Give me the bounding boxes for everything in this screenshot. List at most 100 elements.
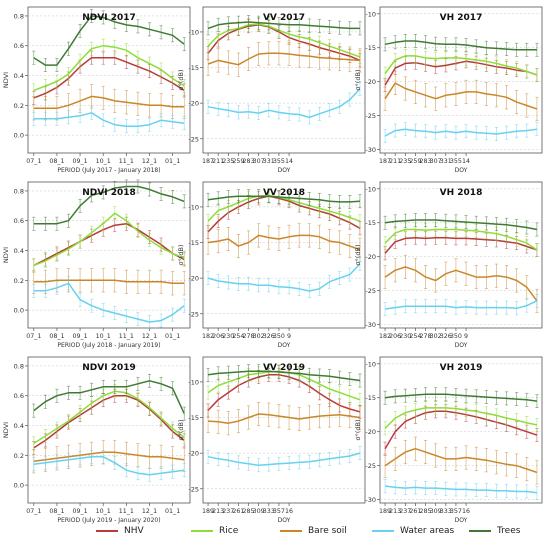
panel-vh-2018-xtick-label: 326 — [440, 333, 452, 340]
panel-vv-2018-ylabel: σ°(dB) — [177, 244, 185, 265]
panel-vh-2017-xtick-label: 187 — [379, 158, 391, 165]
panel-vh-2017-xtick-label: 307 — [430, 158, 442, 165]
panel-ndvi-2019-ytick-label: 0.6 — [14, 392, 24, 400]
panel-vh-2017-line-bare-soil — [384, 82, 538, 110]
panel-ndvi-2017-line-nhv — [33, 56, 185, 99]
panel-vh-2018-ytick-label: -15 — [365, 219, 376, 227]
panel-ndvi-2017-ytick-label: 0.0 — [14, 132, 24, 140]
panel-ndvi-2019-title: NDVI 2019 — [82, 363, 136, 373]
panel-vv-2019-title: VV 2019 — [263, 363, 305, 373]
panel-ndvi-2019-xtick-label: 12_1 — [142, 508, 157, 515]
legend-swatch-trees — [469, 529, 491, 532]
panel-vv-2019-line-nhv — [207, 374, 361, 413]
panel-ndvi-2017-ytick-label: 0.4 — [14, 72, 24, 80]
panel-ndvi-2017-xtick-label: 10_1 — [96, 158, 111, 165]
panel-ndvi-2018-line-nhv — [33, 222, 185, 267]
panel-ndvi-2017-line-trees — [33, 15, 185, 66]
panel-ndvi-2019-line-trees — [33, 380, 185, 414]
panel-vh-2019-xtick-label: 189 — [379, 508, 391, 515]
legend-label-nhv: NHV — [124, 526, 144, 536]
panel-ndvi-2017-ylabel: NDVI — [2, 72, 10, 88]
panel-vh-2019-xtick-label: 213 — [389, 508, 401, 515]
panel-ndvi-2019-line-rice — [33, 390, 185, 445]
panel-ndvi-2018-ytick-label: 0.4 — [14, 247, 24, 255]
panel-vv-2017-xtick-label: 235 — [222, 158, 234, 165]
panel-vv-2017-ytick-label: -15 — [188, 64, 199, 72]
panel-vv-2019-xtick-label: 309 — [253, 508, 265, 515]
panel-ndvi-2019-line-nhv — [33, 394, 185, 449]
panel-vv-2019-ytick-label: -20 — [188, 450, 199, 458]
panel-vh-2017-frame — [379, 6, 543, 154]
panel-vh-2018-xtick-label: 230 — [399, 333, 411, 340]
panel-vh-2019-xtick-label: 333 — [440, 508, 452, 515]
panel-vv-2017-ytick-label: -20 — [188, 100, 199, 108]
panel-vv-2017-ylabel: σ°(dB) — [177, 69, 185, 90]
panel-vv-2019-ytick-label: -25 — [188, 485, 199, 493]
panel-ndvi-2017-ytick-label: 0.6 — [14, 42, 24, 50]
panel-ndvi-2018-ytick-label: 0.2 — [14, 277, 24, 285]
panel-vv-2019-xtick-label: 16 — [285, 508, 293, 515]
legend-swatch-water-areas — [372, 529, 394, 532]
panel-vh-2017-xtick-label: 259 — [409, 158, 421, 165]
panel-ndvi-2018-line-bare-soil — [33, 279, 185, 285]
panel-vh-2019-xtick-label: 285 — [420, 508, 432, 515]
panel-ndvi-2018-xtick-label: 12_1 — [142, 333, 157, 340]
panel-vh-2019-ytick-label: -30 — [365, 496, 376, 504]
panel-ndvi-2017-xtick-label: 01_1 — [165, 158, 180, 165]
panel-vh-2018-xtick-label: 350 — [450, 333, 462, 340]
panel-vh-2019-ytick-label: -10 — [365, 360, 376, 368]
panel-vh-2017-line-nhv — [384, 60, 538, 86]
panel-vh-2018-xtick-label: 206 — [389, 333, 401, 340]
panel-ndvi-2017-xtick-label: 12_1 — [142, 158, 157, 165]
panel-vv-2018-ytick-label: -15 — [188, 239, 199, 247]
panel-vh-2018-ytick-label: -20 — [365, 253, 376, 261]
panel-vv-2019-line-bare-soil — [208, 413, 361, 424]
legend-label-bare-soil: Bare soil — [308, 526, 347, 536]
panel-vv-2018-xtick-label: 182 — [202, 333, 214, 340]
panel-vh-2019-ylabel: σ°(dB) — [354, 419, 362, 440]
panel-ndvi-2018-frame — [27, 181, 191, 329]
panel-ndvi-2019-xtick-label: 08_1 — [49, 508, 64, 515]
panel-vv-2019-frame — [202, 356, 366, 504]
panel-ndvi-2017-xtick-label: 11_1 — [119, 158, 134, 165]
legend: NHV Rice Bare soil Water areas Trees — [0, 522, 550, 544]
panel-vh-2018-xtick-label: 182 — [379, 333, 391, 340]
panel-ndvi-2017-xlabel: PERIOD (July 2017 - January 2018) — [57, 167, 160, 174]
panel-vh-2017-ytick-label: -20 — [365, 78, 376, 86]
panel-vv-2018-line-nhv — [207, 195, 361, 233]
panel-vh-2019-line-nhv — [384, 410, 538, 450]
legend-label-water-areas: Water areas — [400, 526, 455, 536]
panel-vh-2018-line-nhv — [384, 236, 538, 254]
panel-ndvi-2017-xtick-label: 08_1 — [49, 158, 64, 165]
panel-vh-2018-line-water-areas — [384, 300, 538, 310]
panel-vh-2017-xtick-label: 355 — [450, 158, 462, 165]
panel-vv-2018-line-bare-soil — [207, 234, 361, 251]
panel-vh-2017-xlabel: DOY — [455, 167, 468, 174]
panel-vh-2019-ytick-label: -25 — [365, 462, 376, 470]
panel-ndvi-2018-xtick-label: 08_1 — [49, 333, 64, 340]
panel-vh-2019-xtick-label: 357 — [450, 508, 462, 515]
panel-ndvi-2019-xtick-label: 11_1 — [119, 508, 134, 515]
panel-vh-2019-xtick-label: 16 — [462, 508, 470, 515]
panel-vv-2018-xtick-label: 350 — [273, 333, 285, 340]
legend-item-rice: Rice — [191, 526, 238, 540]
panel-ndvi-2018-line-water-areas — [33, 282, 185, 323]
panel-vv-2018-line-water-areas — [207, 263, 361, 292]
legend-item-bare-soil: Bare soil — [280, 526, 347, 540]
panel-vv-2017-xtick-label: 307 — [253, 158, 265, 165]
panel-ndvi-2019-xtick-label: 10_1 — [96, 508, 111, 515]
panel-vh-2017-xtick-label: 235 — [399, 158, 411, 165]
panel-ndvi-2017-frame — [27, 6, 191, 154]
legend-label-trees: Trees — [497, 526, 521, 536]
panel-ndvi-2017-xtick-label: 07_1 — [26, 158, 41, 165]
panel-ndvi-2019-ytick-label: 0.8 — [14, 362, 24, 370]
panel-ndvi-2018-xlabel: PERIOD (July 2018 - January 2019) — [57, 342, 160, 349]
legend-swatch-bare-soil — [280, 529, 302, 532]
panel-vh-2019-xtick-label: 261 — [409, 508, 421, 515]
panel-vv-2019-xtick-label: 261 — [232, 508, 244, 515]
panel-vh-2017-ytick-label: -25 — [365, 112, 376, 120]
panel-vh-2019-ytick-label: -15 — [365, 394, 376, 402]
panel-vh-2018-xtick-label: 302 — [430, 333, 442, 340]
panel-vh-2017-xtick-label: 283 — [420, 158, 432, 165]
panel-ndvi-2017-ytick-label: 0.8 — [14, 12, 24, 20]
